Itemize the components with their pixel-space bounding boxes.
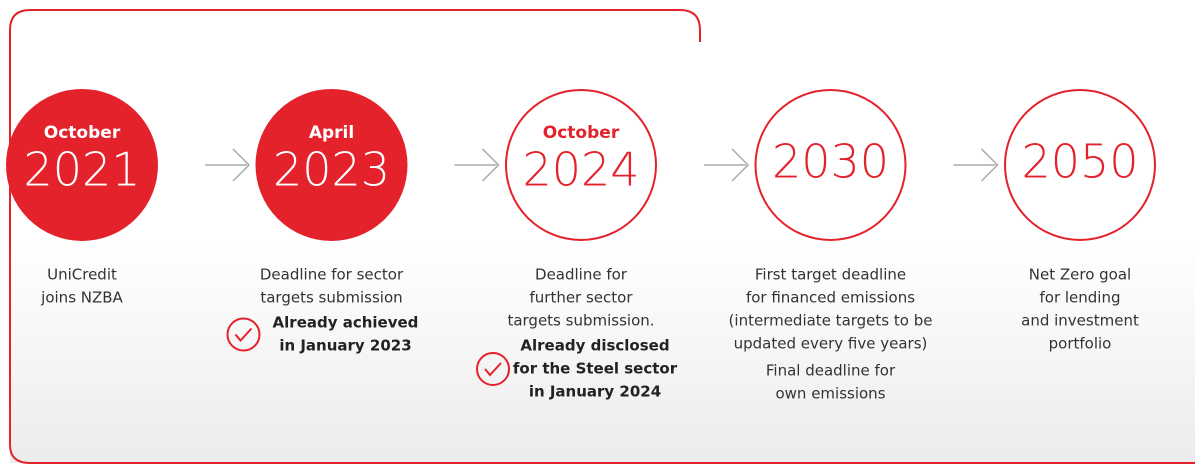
arrow — [205, 148, 251, 182]
check-icon — [226, 317, 261, 352]
note: in January 2023 — [279, 337, 411, 355]
description: further sector — [529, 289, 633, 307]
month: April — [309, 123, 354, 143]
description: updated every five years) — [734, 335, 928, 353]
description: portfolio — [1049, 335, 1112, 353]
note: in January 2024 — [529, 383, 661, 401]
note: Already disclosed — [520, 337, 669, 355]
year: 2023 — [273, 143, 390, 197]
check-mark — [484, 362, 502, 377]
background — [10, 240, 1195, 463]
description: for lending — [1039, 289, 1120, 307]
description: UniCredit — [47, 266, 117, 284]
description: Net Zero goal — [1029, 266, 1131, 284]
check-mark — [234, 327, 253, 343]
milestone-circle — [255, 89, 408, 241]
description: (intermediate targets to be — [729, 312, 933, 330]
extra: own emissions — [775, 385, 885, 403]
milestone-circle — [6, 89, 158, 241]
arrow — [953, 148, 999, 182]
arrow — [704, 148, 750, 182]
description: Deadline for sector — [260, 266, 404, 284]
description: for financed emissions — [746, 289, 915, 307]
year: 2024 — [522, 143, 639, 197]
milestone-circle — [505, 89, 657, 241]
description: targets submission. — [507, 312, 654, 330]
milestone-circle — [1004, 89, 1156, 241]
note: Already achieved — [273, 314, 419, 332]
arrow — [454, 148, 500, 182]
description: targets submission — [260, 289, 402, 307]
description: Deadline for — [535, 266, 628, 284]
note: for the Steel sector — [513, 360, 678, 378]
description: First target deadline — [755, 266, 906, 284]
month: October — [44, 123, 121, 143]
check-icon — [476, 352, 510, 386]
description: and investment — [1021, 312, 1139, 330]
frame — [9, 9, 1195, 464]
year: 2021 — [23, 143, 140, 197]
year: 2050 — [1021, 135, 1138, 189]
year: 2030 — [772, 135, 889, 189]
month: October — [543, 123, 620, 143]
milestone-circle — [754, 89, 907, 241]
description: joins NZBA — [40, 289, 123, 307]
extra: Final deadline for — [766, 362, 896, 380]
